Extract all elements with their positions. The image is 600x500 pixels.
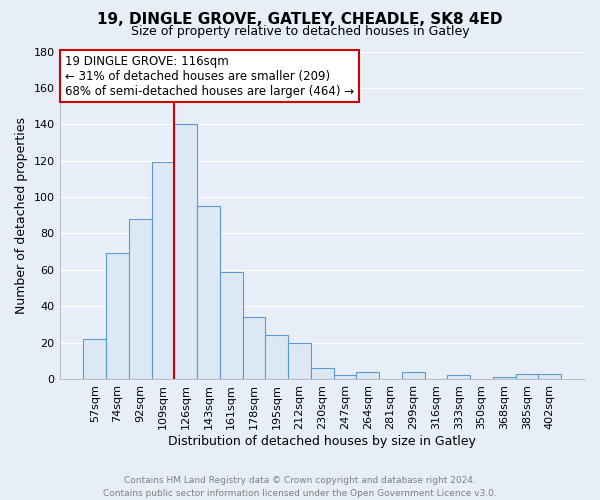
Bar — [242, 317, 265, 379]
Text: 19 DINGLE GROVE: 116sqm
← 31% of detached houses are smaller (209)
68% of semi-d: 19 DINGLE GROVE: 116sqm ← 31% of detache… — [65, 55, 354, 98]
Bar — [515, 374, 538, 379]
Text: 19, DINGLE GROVE, GATLEY, CHEADLE, SK8 4ED: 19, DINGLE GROVE, GATLEY, CHEADLE, SK8 4… — [97, 12, 503, 28]
Bar — [402, 372, 425, 379]
Bar — [538, 374, 561, 379]
Bar — [175, 124, 197, 379]
Bar — [197, 206, 220, 379]
Bar — [129, 219, 152, 379]
Bar — [288, 342, 311, 379]
Text: Contains HM Land Registry data © Crown copyright and database right 2024.
Contai: Contains HM Land Registry data © Crown c… — [103, 476, 497, 498]
Bar — [493, 377, 515, 379]
X-axis label: Distribution of detached houses by size in Gatley: Distribution of detached houses by size … — [169, 434, 476, 448]
Y-axis label: Number of detached properties: Number of detached properties — [15, 116, 28, 314]
Bar — [311, 368, 334, 379]
Bar — [106, 254, 129, 379]
Bar — [152, 162, 175, 379]
Bar — [356, 372, 379, 379]
Bar — [220, 272, 242, 379]
Bar — [265, 336, 288, 379]
Text: Size of property relative to detached houses in Gatley: Size of property relative to detached ho… — [131, 25, 469, 38]
Bar — [334, 376, 356, 379]
Bar — [83, 339, 106, 379]
Bar — [448, 376, 470, 379]
